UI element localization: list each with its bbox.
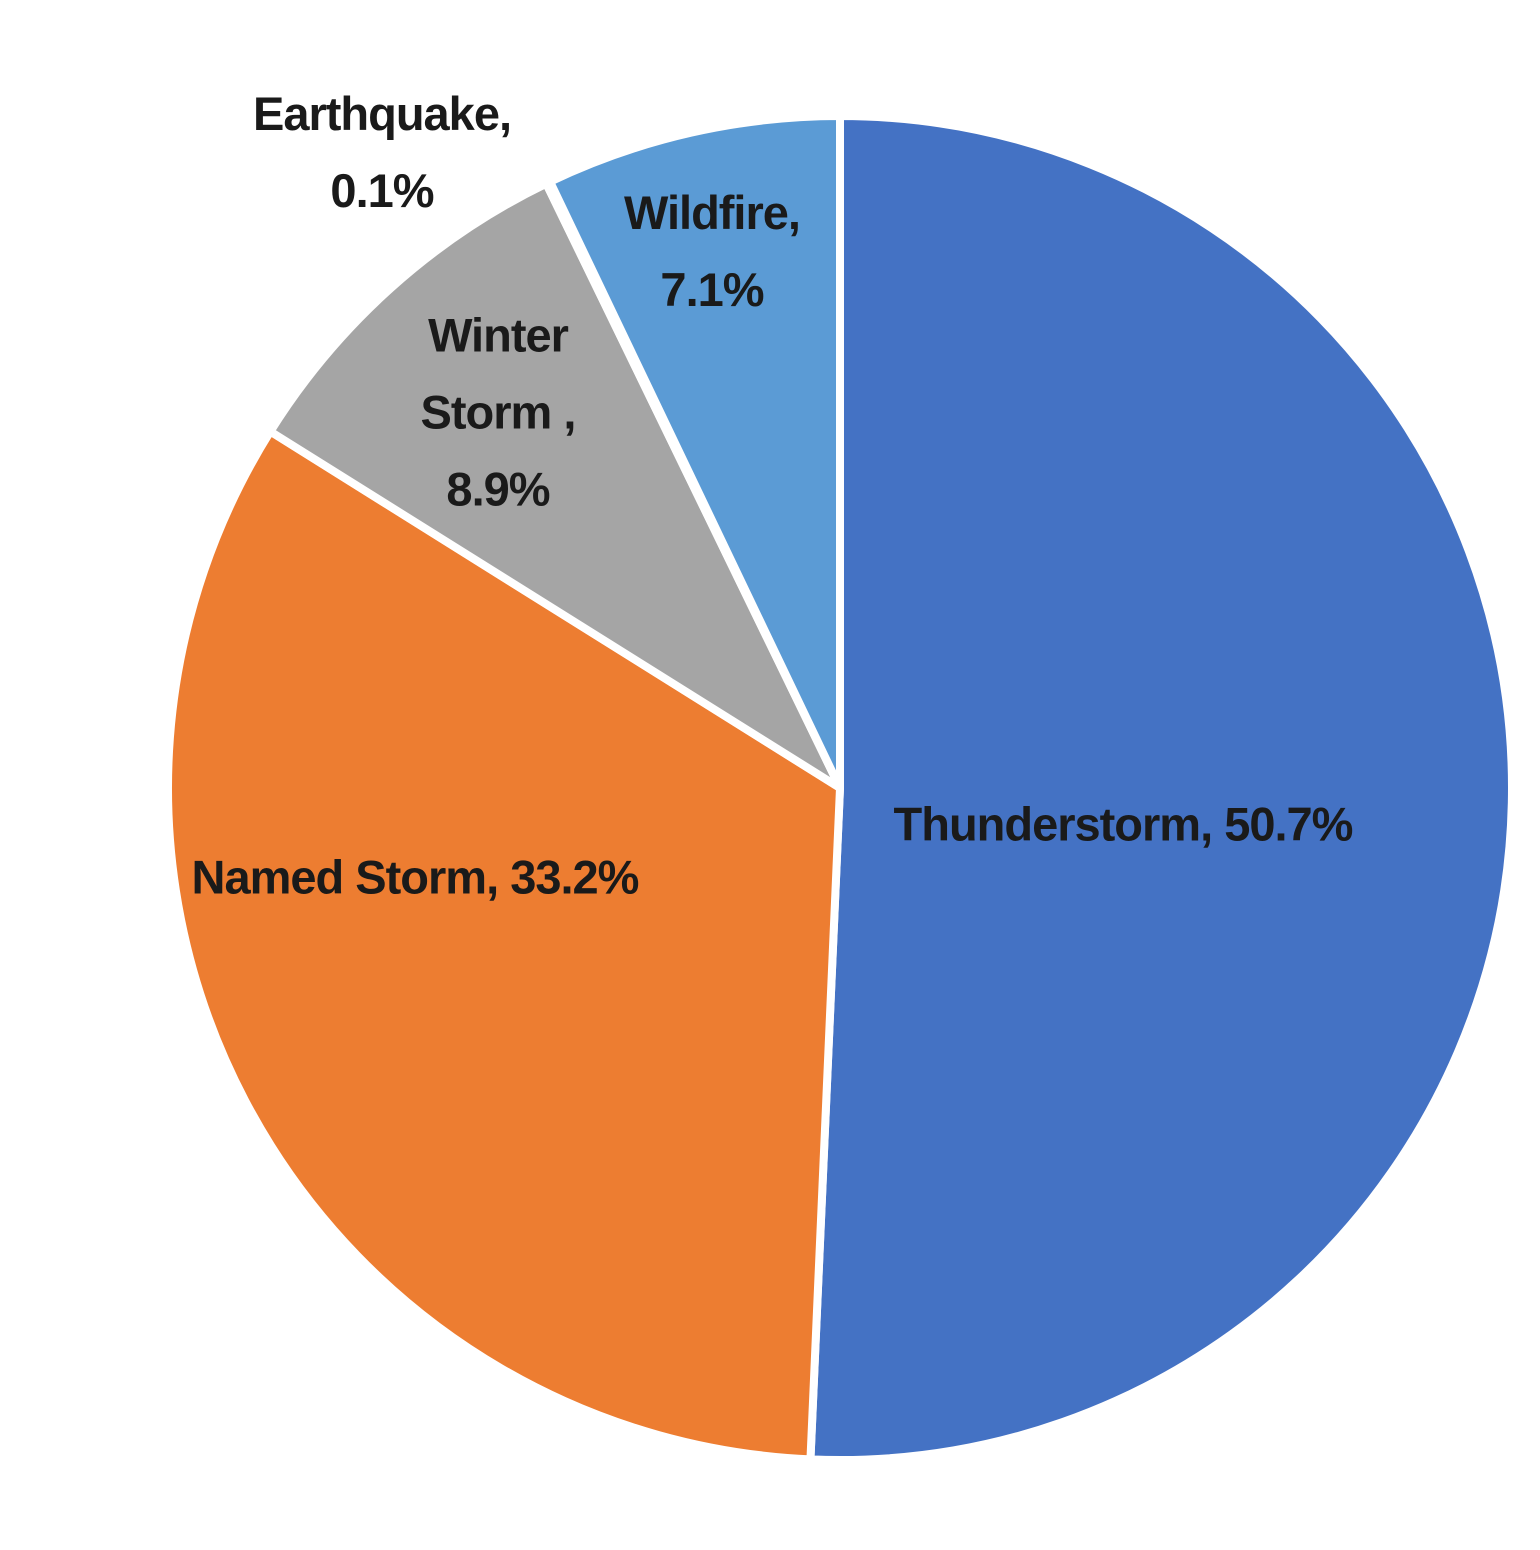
- data-label-wildfire-line1: Wildfire,: [624, 186, 801, 239]
- pie-slice-named-storm: [164, 427, 844, 1464]
- data-label-earthquake-line2: 0.1%: [330, 164, 434, 217]
- pie-slice-winter-storm: [266, 179, 844, 792]
- data-label-earthquake: Earthquake, 0.1%: [252, 75, 512, 229]
- data-label-wildfire: Wildfire, 7.1%: [624, 174, 801, 328]
- data-label-wildfire-line2: 7.1%: [660, 263, 764, 316]
- data-label-earthquake-line1: Earthquake,: [252, 87, 512, 140]
- data-label-named-storm: Named Storm, 33.2%: [191, 839, 640, 916]
- data-label-thunderstorm: Thunderstorm, 50.7%: [893, 786, 1354, 863]
- data-label-winter-storm-line3: 8.9%: [446, 462, 550, 516]
- data-label-thunderstorm-line1: Thunderstorm, 50.7%: [893, 797, 1354, 851]
- data-label-named-storm-line1: Named Storm, 33.2%: [191, 850, 640, 904]
- data-label-winter-storm-line2: Storm ,: [420, 385, 577, 439]
- data-label-winter-storm-line1: Winter: [428, 308, 569, 362]
- pie-slice-wildfire: [546, 112, 844, 792]
- data-label-winter-storm: Winter Storm , 8.9%: [420, 297, 577, 528]
- pie-slice-thunderstorm: [806, 112, 1516, 1464]
